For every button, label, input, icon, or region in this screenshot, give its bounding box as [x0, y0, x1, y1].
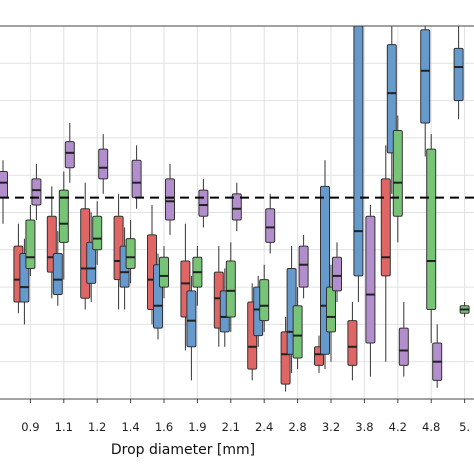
x-tick-group: 8 0.9 1.1 1.2 1.4 1.6 1.9 2.1 2.4 2.8 3.2 3.8 4.2 4.8…: [0, 399, 470, 434]
box-plot: [0, 160, 8, 224]
box-body: [365, 215, 376, 344]
box-plot: [386, 26, 397, 194]
box-body: [326, 286, 336, 333]
box-body: [186, 290, 197, 348]
x-tick-label: 1.2: [88, 420, 106, 434]
box-plot: [432, 324, 443, 388]
box-body: [92, 215, 103, 251]
box-plot: [225, 242, 236, 332]
x-tick-label: 8: [0, 420, 1, 434]
x-tick-label: 2.1: [222, 420, 240, 434]
box-plot: [25, 205, 36, 276]
x-tick-label: 4.8: [422, 420, 440, 434]
box-body: [131, 159, 142, 199]
box-plot: [159, 246, 169, 299]
box-body: [426, 148, 437, 310]
box-plot: [392, 115, 403, 243]
x-tick-label: 1.1: [55, 420, 73, 434]
box-plot: [292, 287, 303, 370]
box-body: [380, 178, 391, 277]
x-tick-label: 0.9: [21, 420, 39, 434]
x-tick-label: 2.8: [288, 420, 306, 434]
box-body: [353, 25, 364, 277]
box-plot: [453, 26, 464, 120]
box-body: [165, 178, 175, 221]
x-tick-label: 1.4: [121, 420, 139, 434]
box-body: [58, 189, 69, 243]
box-body: [292, 305, 303, 359]
box-plot: [92, 201, 103, 265]
box-plot: [420, 26, 431, 157]
box-plot: [326, 264, 336, 362]
box-group: [0, 25, 470, 392]
box-plot: [347, 302, 358, 381]
box-body: [0, 170, 8, 199]
box-body: [198, 189, 209, 217]
box-plot: [265, 193, 276, 254]
box-plot: [98, 134, 109, 194]
box-plot: [332, 242, 342, 303]
box-plot: [165, 164, 175, 235]
box-body: [453, 47, 464, 102]
box-plot: [353, 25, 364, 303]
x-tick-label: 4.2: [389, 420, 407, 434]
box-body: [31, 178, 42, 206]
box-plot: [231, 182, 242, 232]
box-body: [98, 148, 109, 180]
box-body: [259, 279, 270, 322]
box-plot: [380, 145, 391, 362]
box-plot: [58, 171, 69, 280]
box-plot: [186, 275, 197, 381]
box-body: [86, 241, 97, 284]
box-body: [398, 327, 409, 366]
x-tick-label: 1.6: [155, 420, 173, 434]
box-plot: [64, 122, 75, 183]
box-plot: [320, 160, 330, 370]
box-plot: [365, 205, 376, 377]
x-tick-label: 3.8: [355, 420, 373, 434]
box-body: [25, 219, 36, 269]
box-body: [125, 238, 136, 269]
box-plot: [298, 234, 309, 299]
box-body: [159, 256, 169, 288]
box-plot: [459, 302, 470, 317]
box-plot: [125, 219, 136, 284]
x-axis-title: Drop diameter [mm]: [111, 442, 255, 458]
box-body: [225, 260, 236, 318]
box-plot: [259, 264, 270, 332]
box-body: [298, 245, 309, 288]
box-body: [386, 44, 397, 154]
x-tick-label: 1.9: [188, 420, 206, 434]
box-plot: [86, 212, 97, 303]
box-plot: [426, 134, 437, 344]
x-tick-label: 5.: [459, 420, 470, 434]
box-body: [332, 256, 342, 292]
x-tick-label: 2.4: [255, 420, 273, 434]
box-body: [347, 320, 358, 366]
box-plot: [192, 246, 203, 306]
box-body: [52, 253, 63, 296]
box-plot: [131, 145, 142, 209]
box-plot: [398, 302, 409, 377]
box-body: [420, 29, 431, 124]
box-body: [392, 129, 403, 217]
x-tick-label: 3.2: [322, 420, 340, 434]
box-body: [64, 141, 75, 169]
box-body: [265, 208, 276, 243]
box-plot: [52, 231, 63, 306]
box-body: [231, 193, 242, 221]
